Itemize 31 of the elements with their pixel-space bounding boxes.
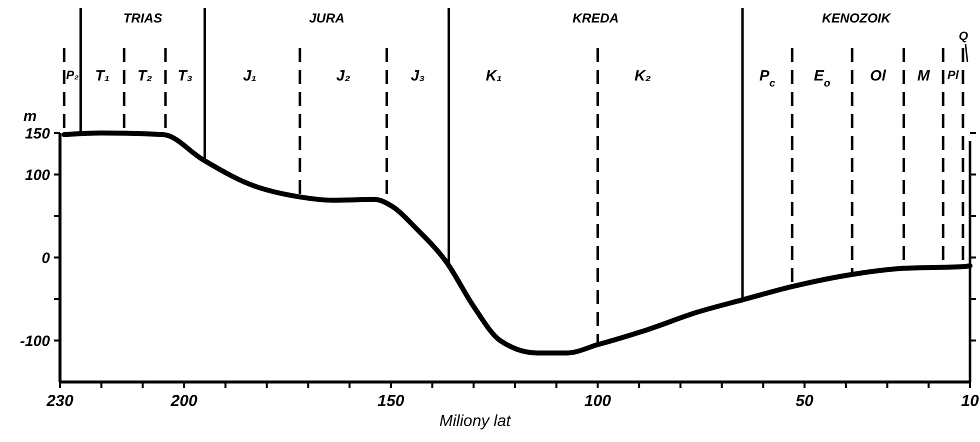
ref-line-label: Ol	[870, 67, 887, 84]
ref-line-label: P$_{c}$	[759, 67, 776, 90]
y-tick-label: 150	[24, 125, 51, 142]
x-tick-label: 100	[584, 393, 612, 410]
text: JURA	[309, 10, 344, 26]
ref-line-label: Pl	[947, 68, 960, 82]
ref-line-label: K₂	[634, 67, 652, 84]
ref-line-label: J₁	[242, 67, 257, 84]
ref-line-label: J₃	[410, 67, 426, 84]
y-axis-title: m	[23, 108, 37, 125]
ref-line-label: T₂	[137, 67, 153, 84]
ref-line-label: J₂	[336, 67, 351, 84]
ref-line-label: P₂	[66, 68, 80, 82]
ref-line-label: T₁	[95, 67, 110, 84]
x-tick-label: 150	[378, 393, 404, 410]
y-tick-label: -100	[20, 332, 51, 350]
x-axis-title: Miliony lat	[439, 413, 512, 430]
y-tick-label: 100	[24, 166, 51, 184]
x-tick-label: 230	[46, 393, 74, 410]
ref-line-label: K₁	[486, 67, 502, 84]
ref-line-label: Q	[958, 29, 969, 44]
text: KREDA	[572, 10, 619, 26]
y-tick-label: 0	[42, 250, 51, 267]
x-tick-label: 50	[796, 393, 814, 410]
ref-line-label: M	[917, 67, 930, 84]
x-tick-label: 200	[170, 393, 198, 410]
ref-line-label: E$_{o}$	[814, 67, 831, 90]
ref-line-label: T₃	[178, 67, 193, 84]
x-tick-label: 10	[961, 393, 979, 410]
text: KENOZOIK	[822, 10, 892, 26]
text: TRIAS	[123, 10, 163, 26]
